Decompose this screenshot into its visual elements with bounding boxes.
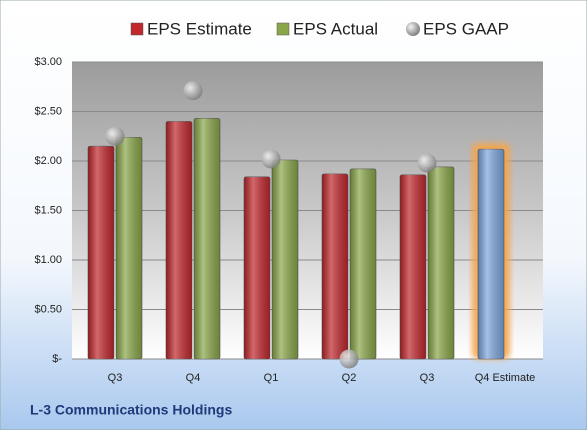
- y-tick-label: $3.00: [34, 56, 62, 68]
- x-tick-label: Q4 Estimate: [475, 372, 536, 384]
- chart-title: L-3 Communications Holdings: [30, 402, 232, 418]
- y-tick-label: $0.50: [34, 303, 62, 315]
- legend-marker: [130, 22, 144, 36]
- y-tick-label: $1.00: [34, 254, 62, 266]
- gaap-point: [105, 126, 125, 146]
- bar-shine: [88, 146, 114, 359]
- y-tick-label: $2.50: [34, 105, 62, 117]
- bar-shine: [244, 176, 270, 359]
- x-tick-label: Q3: [420, 372, 435, 384]
- y-tick-label: $2.00: [34, 155, 62, 167]
- legend-marker: [406, 22, 420, 36]
- x-tick-label: Q4: [186, 372, 201, 384]
- gaap-point: [183, 81, 203, 101]
- x-tick-label: Q3: [108, 372, 123, 384]
- gaap-point: [417, 153, 437, 173]
- x-tick-label: Q2: [342, 372, 357, 384]
- bar-shine: [428, 166, 454, 359]
- gaap-point: [339, 349, 359, 369]
- y-tick-label: $-: [52, 353, 62, 365]
- x-tick-label: Q1: [264, 372, 279, 384]
- y-tick-label: $1.50: [34, 204, 62, 216]
- bar-shine: [116, 137, 142, 359]
- bar-shine: [400, 174, 426, 359]
- legend-marker: [276, 22, 290, 36]
- gaap-point: [261, 149, 281, 169]
- bar-shine: [272, 160, 298, 359]
- legend-label: EPS Actual: [293, 19, 378, 38]
- bar-shine: [166, 121, 192, 360]
- legend-label: EPS GAAP: [423, 19, 509, 38]
- bar-shine: [478, 149, 504, 359]
- bar-shine: [350, 168, 376, 359]
- bar-shine: [322, 173, 348, 359]
- legend-label: EPS Estimate: [147, 19, 252, 38]
- bar-shine: [194, 118, 220, 360]
